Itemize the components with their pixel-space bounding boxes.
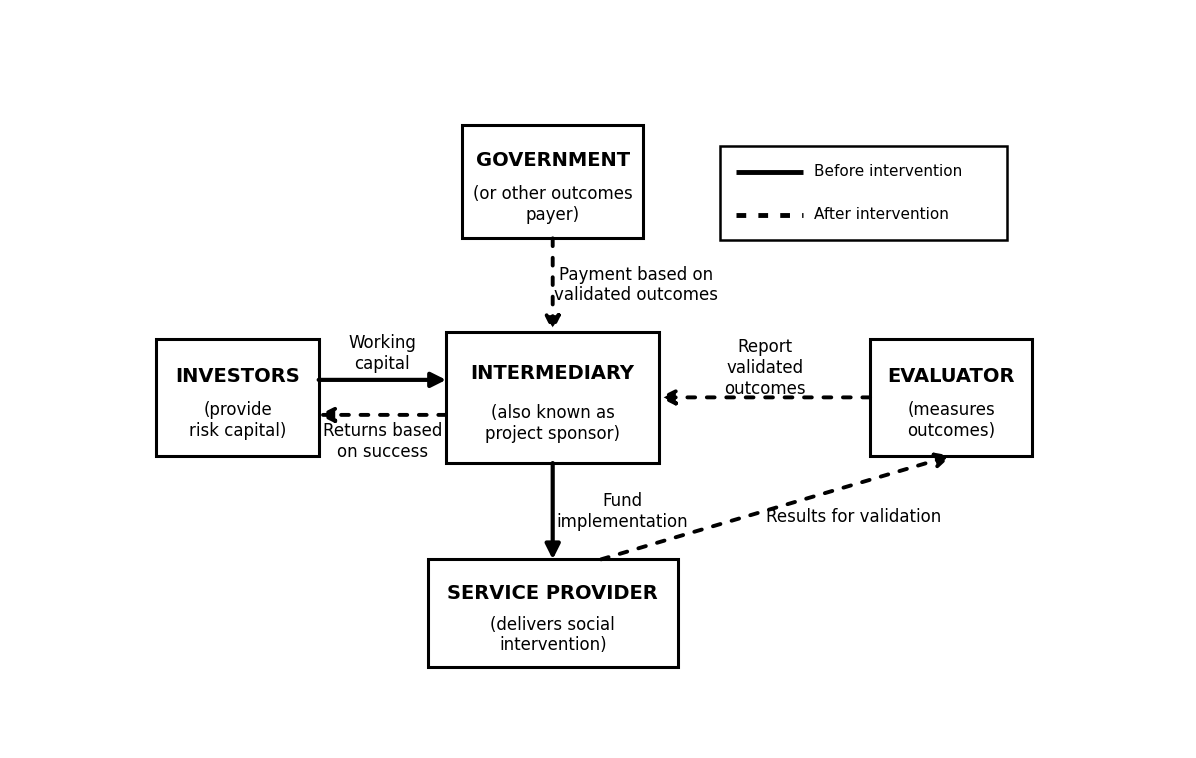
Text: INVESTORS: INVESTORS [175, 367, 300, 386]
Text: Results for validation: Results for validation [767, 508, 941, 526]
Text: After intervention: After intervention [814, 207, 948, 222]
Text: EVALUATOR: EVALUATOR [887, 367, 1015, 386]
FancyBboxPatch shape [157, 339, 318, 456]
Text: Fund
implementation: Fund implementation [556, 492, 688, 531]
Text: (delivers social
intervention): (delivers social intervention) [490, 615, 615, 654]
Text: Payment based on
validated outcomes: Payment based on validated outcomes [554, 265, 718, 305]
Text: (or other outcomes
payer): (or other outcomes payer) [472, 185, 633, 224]
Text: Report
validated
outcomes: Report validated outcomes [724, 338, 806, 398]
Text: GOVERNMENT: GOVERNMENT [476, 152, 630, 171]
FancyBboxPatch shape [720, 146, 1007, 240]
Text: (measures
outcomes): (measures outcomes) [908, 401, 995, 440]
FancyBboxPatch shape [428, 559, 678, 667]
Text: Working
capital: Working capital [348, 334, 416, 373]
Text: Returns based
on success: Returns based on success [323, 421, 443, 461]
FancyBboxPatch shape [871, 339, 1032, 456]
Text: Before intervention: Before intervention [814, 164, 963, 179]
Text: (provide
risk capital): (provide risk capital) [189, 401, 286, 440]
Text: SERVICE PROVIDER: SERVICE PROVIDER [447, 584, 658, 603]
Text: (also known as
project sponsor): (also known as project sponsor) [486, 404, 621, 443]
FancyBboxPatch shape [463, 124, 643, 238]
FancyBboxPatch shape [446, 332, 659, 463]
Text: INTERMEDIARY: INTERMEDIARY [471, 365, 635, 384]
